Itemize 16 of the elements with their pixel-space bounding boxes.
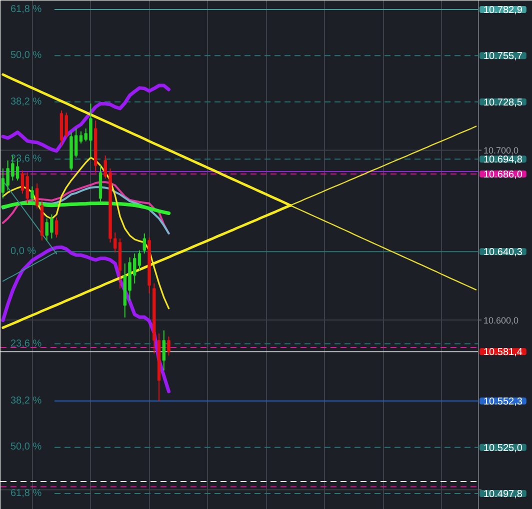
y2-tick-label: 38,2 % (10, 96, 42, 108)
y3-tick-label: 23,6 % (10, 338, 42, 350)
y-tick-label: 10.640,3 (484, 247, 523, 258)
y3-tick-label: 61,8 % (10, 488, 42, 499)
y-tick-label: 10.728,5 (484, 97, 523, 108)
y-tick-label: 10.600,0 (484, 316, 519, 326)
y-tick-label: 10.525,0 (484, 442, 523, 454)
y-tick-label: 10.497,8 (484, 489, 523, 500)
y-tick-label: 10.755,7 (484, 51, 523, 62)
y-tick-label: 10.694,8 (484, 154, 523, 166)
y2-tick-label: 61,8 % (10, 4, 42, 16)
y3-tick-label: 38,2 % (10, 396, 42, 407)
y3-tick-label: 50,0 % (10, 442, 42, 453)
y2-tick-label: 50,0 % (10, 50, 42, 62)
y-tick-label: 10.700,0 (484, 146, 519, 156)
y2-tick-label: 0,0 % (10, 246, 36, 258)
